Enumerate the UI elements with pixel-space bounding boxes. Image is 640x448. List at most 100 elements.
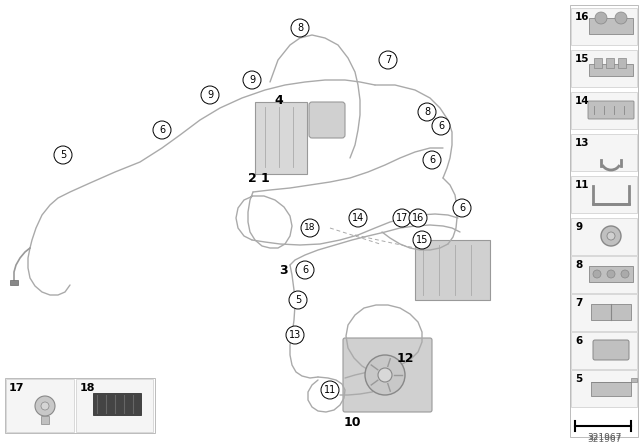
Text: 6: 6 bbox=[438, 121, 444, 131]
Text: 13: 13 bbox=[289, 330, 301, 340]
Bar bbox=[571, 134, 637, 171]
Circle shape bbox=[379, 51, 397, 69]
Circle shape bbox=[607, 270, 615, 278]
Circle shape bbox=[301, 219, 319, 237]
Bar bbox=[571, 92, 637, 129]
Text: 17: 17 bbox=[9, 383, 24, 393]
FancyBboxPatch shape bbox=[593, 340, 629, 360]
Polygon shape bbox=[591, 378, 637, 382]
Bar bbox=[571, 50, 637, 87]
Text: 321967: 321967 bbox=[587, 434, 621, 443]
Text: 11: 11 bbox=[324, 385, 336, 395]
Circle shape bbox=[291, 19, 309, 37]
Text: 11: 11 bbox=[575, 180, 589, 190]
Text: 1: 1 bbox=[260, 172, 269, 185]
Bar bbox=[415, 240, 490, 300]
Bar bbox=[571, 294, 637, 331]
Bar bbox=[571, 176, 637, 213]
Text: 8: 8 bbox=[575, 260, 582, 270]
Text: 9: 9 bbox=[575, 222, 582, 232]
Text: 15: 15 bbox=[575, 54, 589, 64]
Text: 7: 7 bbox=[575, 298, 582, 308]
Circle shape bbox=[35, 396, 55, 416]
Bar bbox=[255, 102, 307, 174]
Circle shape bbox=[321, 381, 339, 399]
Bar bbox=[93, 393, 141, 415]
Text: 8: 8 bbox=[424, 107, 430, 117]
Bar bbox=[594, 58, 602, 68]
Circle shape bbox=[296, 261, 314, 279]
Bar bbox=[589, 18, 633, 34]
Text: 9: 9 bbox=[249, 75, 255, 85]
Circle shape bbox=[153, 121, 171, 139]
Circle shape bbox=[365, 355, 405, 395]
Bar bbox=[41, 416, 49, 424]
Text: 6: 6 bbox=[575, 336, 582, 346]
Circle shape bbox=[286, 326, 304, 344]
Text: 8: 8 bbox=[297, 23, 303, 33]
Text: 14: 14 bbox=[575, 96, 589, 106]
Circle shape bbox=[432, 117, 450, 135]
Text: 6: 6 bbox=[459, 203, 465, 213]
Text: 13: 13 bbox=[575, 138, 589, 148]
Circle shape bbox=[243, 71, 261, 89]
Circle shape bbox=[453, 199, 471, 217]
Text: 5: 5 bbox=[295, 295, 301, 305]
Circle shape bbox=[54, 146, 72, 164]
Text: 18: 18 bbox=[80, 383, 95, 393]
Bar bbox=[571, 256, 637, 293]
Circle shape bbox=[621, 270, 629, 278]
Circle shape bbox=[423, 151, 441, 169]
Bar bbox=[591, 304, 631, 320]
Bar bbox=[591, 382, 631, 396]
Text: 3: 3 bbox=[280, 263, 288, 276]
Circle shape bbox=[615, 12, 627, 24]
Text: 12: 12 bbox=[396, 352, 413, 365]
Text: 14: 14 bbox=[352, 213, 364, 223]
Text: 18: 18 bbox=[304, 224, 316, 233]
Circle shape bbox=[393, 209, 411, 227]
Circle shape bbox=[601, 226, 621, 246]
Text: 7: 7 bbox=[385, 55, 391, 65]
Bar bbox=[10, 280, 18, 285]
Circle shape bbox=[349, 209, 367, 227]
Text: 321967: 321967 bbox=[587, 435, 621, 444]
Circle shape bbox=[41, 402, 49, 410]
Text: 17: 17 bbox=[396, 213, 408, 223]
Text: 16: 16 bbox=[575, 12, 589, 22]
Text: 15: 15 bbox=[416, 235, 428, 245]
Bar bbox=[571, 218, 637, 255]
Text: 5: 5 bbox=[60, 150, 66, 160]
Circle shape bbox=[378, 368, 392, 382]
Bar bbox=[589, 266, 633, 282]
Bar bbox=[571, 8, 637, 45]
Text: 6: 6 bbox=[429, 155, 435, 165]
Text: 6: 6 bbox=[302, 265, 308, 275]
Text: 10: 10 bbox=[343, 415, 361, 428]
Text: 5: 5 bbox=[575, 374, 582, 384]
FancyBboxPatch shape bbox=[343, 338, 432, 412]
Text: 16: 16 bbox=[412, 213, 424, 223]
Bar bbox=[5, 378, 155, 433]
Text: 9: 9 bbox=[207, 90, 213, 100]
Circle shape bbox=[409, 209, 427, 227]
Circle shape bbox=[413, 231, 431, 249]
Bar bbox=[618, 58, 626, 68]
Bar bbox=[6, 379, 74, 432]
Bar bbox=[571, 332, 637, 369]
Text: 4: 4 bbox=[275, 94, 284, 107]
Circle shape bbox=[593, 270, 601, 278]
Circle shape bbox=[607, 232, 615, 240]
Text: 2: 2 bbox=[248, 172, 257, 185]
Circle shape bbox=[201, 86, 219, 104]
Bar bbox=[571, 370, 637, 407]
Bar bbox=[606, 58, 614, 68]
FancyBboxPatch shape bbox=[309, 102, 345, 138]
Text: 6: 6 bbox=[159, 125, 165, 135]
Circle shape bbox=[289, 291, 307, 309]
Circle shape bbox=[418, 103, 436, 121]
Bar bbox=[589, 64, 633, 76]
Bar bbox=[76, 379, 153, 432]
Circle shape bbox=[595, 12, 607, 24]
Bar bbox=[570, 5, 638, 437]
